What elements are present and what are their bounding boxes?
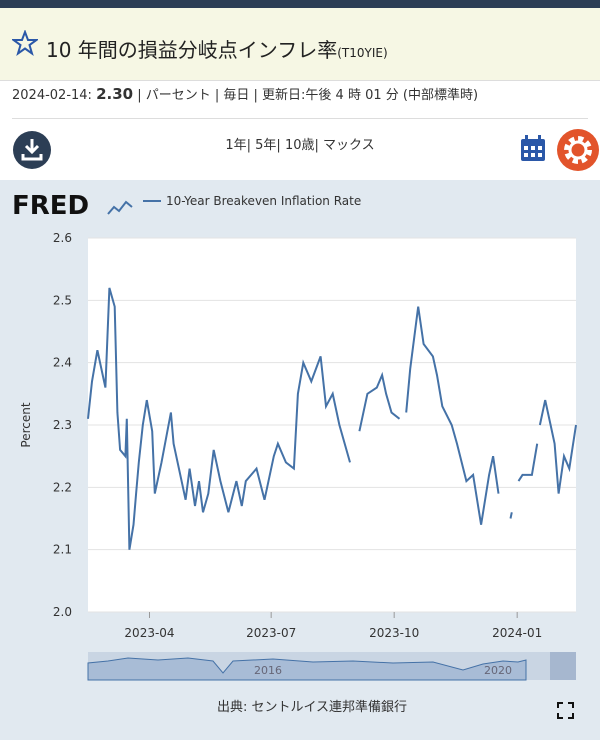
y-tick-label: 2.6 xyxy=(53,231,72,245)
fred-logo: FRED xyxy=(12,191,89,221)
calendar-button[interactable] xyxy=(519,134,547,164)
x-tick-label: 2024-01 xyxy=(492,626,542,640)
title-text: 10 年間の損益分岐点インフレ率 xyxy=(46,38,338,62)
x-tick-label: 2023-10 xyxy=(369,626,419,640)
navigator-label: 2016 xyxy=(254,664,282,677)
range-links[interactable]: 1年| 5年| 10歳| マックス xyxy=(225,138,375,153)
legend-entry: 10-Year Breakeven Inflation Rate xyxy=(166,194,361,208)
fullscreen-button[interactable] xyxy=(557,702,574,719)
details: | パーセント | 毎日 | 更新日:午後 4 時 01 分 (中部標準時) xyxy=(137,88,479,103)
x-tick-label: 2023-04 xyxy=(124,626,174,640)
y-tick-label: 2.0 xyxy=(53,605,72,619)
x-tick-label: 2023-07 xyxy=(246,626,296,640)
y-axis-label: Percent xyxy=(19,402,33,447)
obs-value: 2.30 xyxy=(96,85,134,103)
obs-date: 2024-02-14: xyxy=(12,88,92,103)
logo-icon xyxy=(107,200,133,215)
series-line xyxy=(87,287,577,550)
separator xyxy=(12,118,588,119)
y-tick-label: 2.5 xyxy=(53,293,72,307)
y-tick-label: 2.4 xyxy=(53,356,72,370)
y-tick-label: 2.2 xyxy=(53,480,72,494)
title: 10 年間の損益分岐点インフレ率(T10YIE) xyxy=(46,34,388,63)
header: 10 年間の損益分岐点インフレ率(T10YIE) xyxy=(0,8,600,81)
navigator-series xyxy=(87,657,527,681)
navigator-label: 2020 xyxy=(484,664,512,677)
top-bar xyxy=(0,0,600,8)
chart: FRED 10-Year Breakeven Inflation Rate Pe… xyxy=(0,180,600,740)
info-line: 2024-02-14: 2.30 | パーセント | 毎日 | 更新日:午後 4… xyxy=(12,84,478,106)
navigator-window[interactable] xyxy=(550,652,576,680)
y-tick-label: 2.3 xyxy=(53,418,72,432)
download-button[interactable] xyxy=(12,130,52,170)
y-tick-label: 2.1 xyxy=(53,543,72,557)
source: 出典: セントルイス連邦準備銀行 xyxy=(217,699,407,715)
series-id: (T10YIE) xyxy=(337,46,388,60)
favorite-star[interactable] xyxy=(12,30,38,56)
settings-button[interactable] xyxy=(556,128,600,172)
